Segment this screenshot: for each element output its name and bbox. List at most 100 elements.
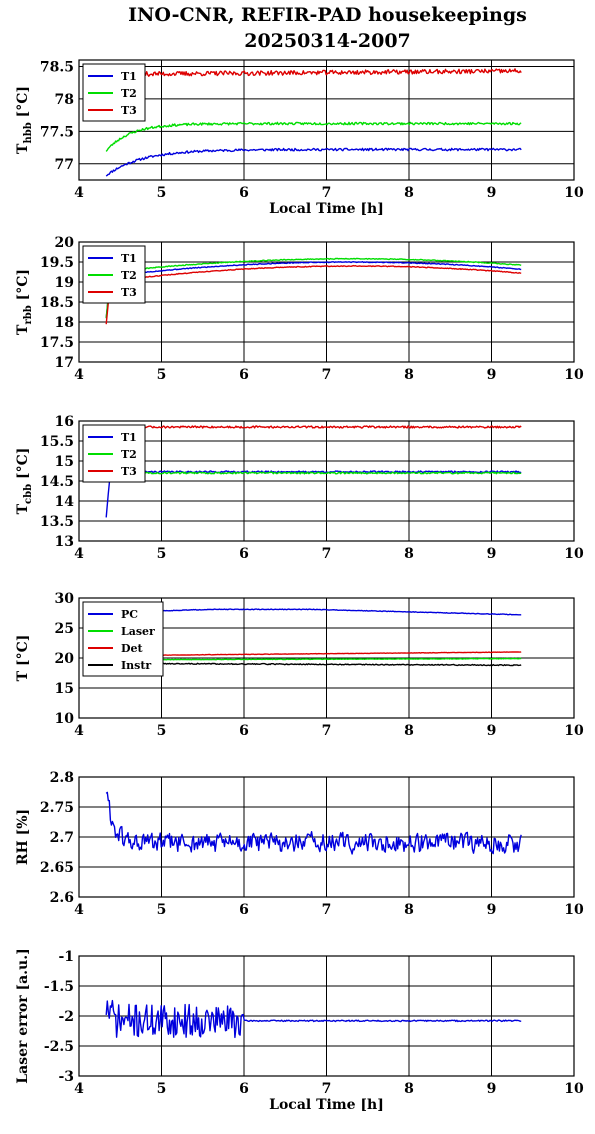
y-axis-label: T [°C] (15, 635, 31, 682)
x-tick-label: 7 (322, 546, 332, 562)
x-axis-label: Local Time [h] (269, 1097, 384, 1113)
y-axis-label: RH [%] (15, 809, 31, 865)
legend-label: PC (121, 608, 138, 621)
y-tick-label: 15 (55, 454, 74, 470)
series-line-rh-0 (105, 791, 522, 855)
y-axis-label: Tcbb [°C] (15, 448, 34, 515)
y-tick-label: 19 (55, 275, 74, 291)
y-tick-label: -1.5 (44, 979, 74, 995)
series-line-cbb-0 (105, 470, 522, 518)
chart-subtitle: 20250314-2007 (244, 30, 411, 52)
x-tick-label: 10 (564, 902, 584, 918)
legend-label: T3 (121, 465, 137, 478)
x-tick-label: 10 (564, 723, 584, 739)
x-tick-label: 4 (74, 902, 84, 918)
x-tick-label: 9 (487, 1081, 497, 1097)
panel-rbb: 4 5 6 7 8 9 10 17 17.5 18 18.5 19 19.5 20 Trbb [°C] T1 T… (15, 235, 584, 383)
panel-laser: 4 5 6 7 8 9 10 -3 -2.5 -2 -1.5 -1 Local Time [h] Lase… (15, 948, 584, 1113)
x-tick-label: 10 (564, 546, 584, 562)
plot-frame (78, 597, 575, 719)
plot-frame (78, 420, 575, 542)
x-tick-label: 5 (157, 185, 167, 201)
y-tick-label: 19.5 (40, 255, 74, 271)
x-tick-label: 7 (322, 723, 332, 739)
chart-title: INO-CNR, REFIR-PAD housekeepings (128, 4, 527, 26)
legend-label: Det (121, 642, 144, 655)
plot-frame (78, 59, 575, 181)
series-line-hbb-0 (105, 147, 522, 177)
y-tick-label: 2.6 (50, 890, 74, 906)
plot-frame (78, 776, 575, 898)
x-tick-label: 7 (322, 1081, 332, 1097)
x-tick-label: 9 (487, 185, 497, 201)
series-line-hbb-1 (105, 121, 522, 152)
x-tick-label: 8 (404, 902, 414, 918)
x-tick-label: 8 (404, 1081, 414, 1097)
y-tick-label: 78 (55, 92, 74, 108)
x-tick-label: 5 (157, 367, 167, 383)
series-line-rbb-1 (105, 257, 522, 319)
y-axis-label: Trbb [°C] (15, 269, 34, 335)
y-tick-label: 77.5 (40, 124, 74, 140)
x-tick-label: 4 (74, 367, 84, 383)
y-tick-label: 2.7 (50, 830, 74, 846)
y-tick-label: 15 (55, 681, 74, 697)
y-tick-label: 18.5 (40, 295, 74, 311)
series-line-temp-0 (105, 608, 522, 616)
x-tick-label: 5 (157, 546, 167, 562)
x-tick-label: 6 (239, 546, 249, 562)
legend-label: Laser (121, 625, 155, 638)
y-tick-label: 15.5 (40, 434, 74, 450)
x-tick-label: 5 (157, 723, 167, 739)
panel-temp: 4 5 6 7 8 9 10 10 15 20 25 30 T [°C] PC Laser Det Instr (15, 591, 584, 739)
series-line-laser-0 (105, 999, 522, 1039)
x-tick-label: 5 (157, 902, 167, 918)
y-tick-label: 2.8 (50, 770, 74, 786)
x-tick-label: 7 (322, 367, 332, 383)
panel-cbb: 4 5 6 7 8 9 10 13 13.5 14 14.5 15 15.5 16 Tcbb [°C] T1 T… (15, 414, 584, 562)
x-tick-label: 8 (404, 367, 414, 383)
y-tick-label: 10 (55, 711, 75, 727)
series-line-rbb-0 (105, 261, 522, 319)
legend-label: T2 (121, 448, 137, 461)
legend-label: T1 (121, 70, 137, 83)
y-axis-label: Thbb [°C] (15, 86, 34, 154)
y-tick-label: -3 (58, 1069, 74, 1085)
y-tick-label: 78.5 (40, 59, 74, 75)
x-tick-label: 10 (564, 185, 584, 201)
y-axis-label: Laser error [a.u.] (15, 948, 31, 1083)
series-line-hbb-2 (105, 68, 522, 77)
x-tick-label: 4 (74, 546, 84, 562)
x-tick-label: 7 (322, 185, 332, 201)
y-tick-label: 25 (55, 621, 74, 637)
x-tick-label: 8 (404, 546, 414, 562)
series-line-temp-1 (106, 657, 522, 661)
legend-label: T2 (121, 87, 137, 100)
plot-frame (78, 241, 575, 363)
y-tick-label: 17.5 (40, 335, 74, 351)
y-tick-label: -1 (58, 949, 74, 965)
series-line-cbb-2 (106, 425, 522, 429)
x-tick-label: 6 (239, 902, 249, 918)
y-tick-label: 14 (55, 494, 75, 510)
x-tick-label: 9 (487, 546, 497, 562)
x-tick-label: 10 (564, 1081, 584, 1097)
legend-label: T2 (121, 269, 137, 282)
x-tick-label: 6 (239, 723, 249, 739)
legend-label: T3 (121, 286, 137, 299)
x-tick-label: 9 (487, 723, 497, 739)
y-tick-label: 13 (55, 534, 74, 550)
y-tick-label: -2 (58, 1009, 74, 1025)
y-tick-label: 16 (55, 414, 74, 430)
x-tick-label: 6 (239, 1081, 249, 1097)
series-line-temp-2 (106, 651, 522, 657)
x-tick-label: 10 (564, 367, 584, 383)
y-tick-label: 17 (55, 355, 74, 371)
y-tick-label: 14.5 (40, 474, 74, 490)
y-tick-label: 2.65 (40, 860, 74, 876)
plot-frame (78, 955, 575, 1077)
x-tick-label: 6 (239, 185, 249, 201)
x-tick-label: 9 (487, 902, 497, 918)
